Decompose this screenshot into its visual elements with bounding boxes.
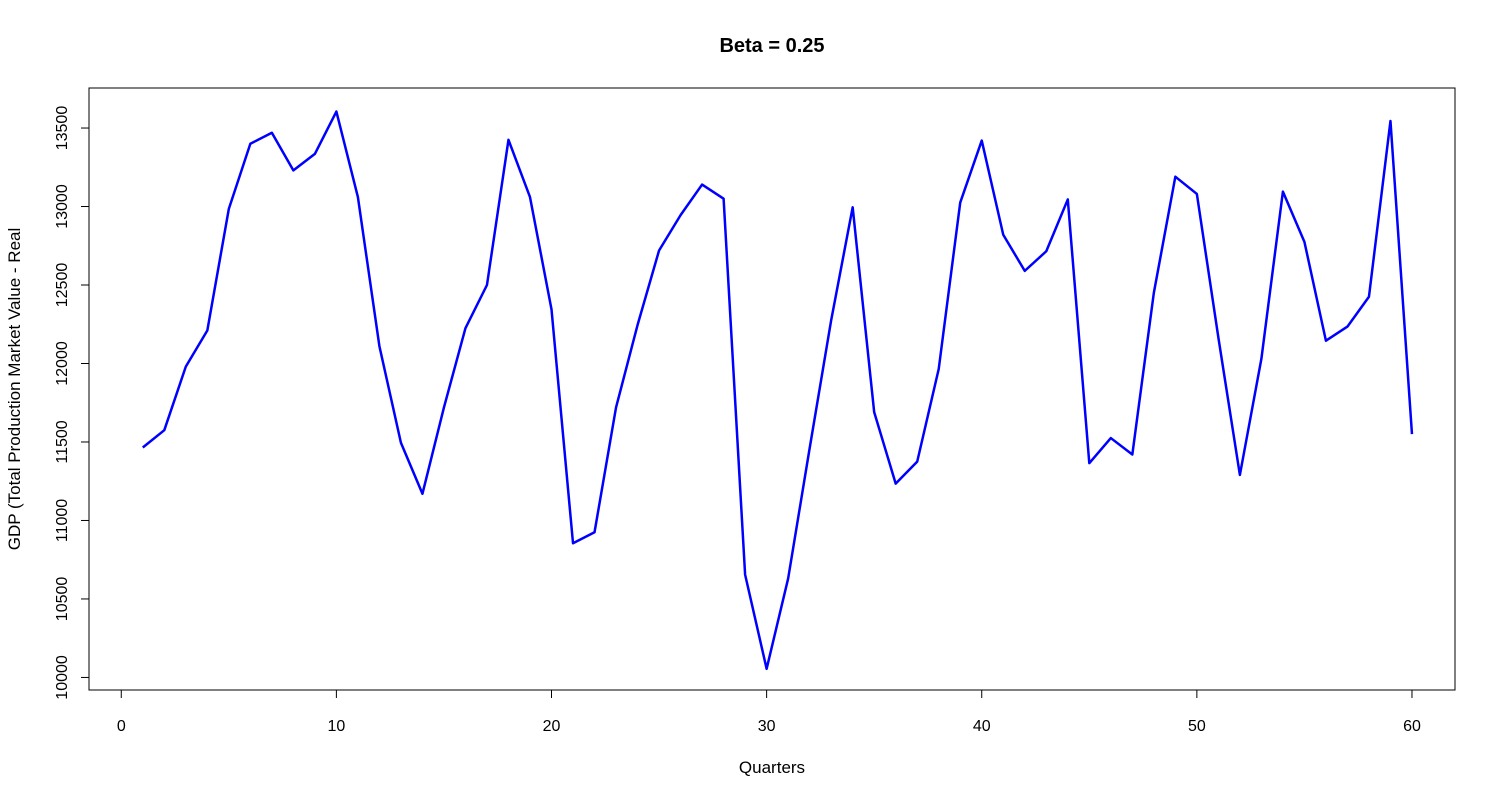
plot-frame	[88, 87, 1456, 691]
x-tick-label: 60	[1403, 718, 1421, 735]
series-line	[141, 110, 1414, 671]
x-axis-label: Quarters	[739, 758, 805, 777]
y-tick-label: 12000	[54, 341, 71, 386]
x-tick-label: 10	[327, 718, 345, 735]
x-axis: 0 10 20 30 40 50 60	[117, 689, 1421, 735]
y-tick-label: 13500	[54, 106, 71, 151]
y-tick-label: 11500	[54, 420, 71, 463]
series-layer	[141, 110, 1414, 671]
x-tick-label: 40	[973, 718, 991, 735]
x-tick-label: 50	[1188, 718, 1206, 735]
y-axis-label: GDP (Total Production Market Value - Rea…	[5, 228, 24, 551]
y-tick-label: 13000	[54, 184, 71, 229]
x-tick-label: 20	[543, 718, 561, 735]
y-tick-label: 11000	[54, 499, 71, 542]
y-tick-label: 10500	[54, 577, 71, 622]
x-tick-label: 0	[117, 718, 126, 735]
x-tick-label: 30	[758, 718, 776, 735]
y-axis: 10000 10500 11000 11500 12000 12500 13000 13500	[54, 106, 90, 700]
chart-title: Beta = 0.25	[719, 35, 824, 57]
y-tick-label: 12500	[54, 263, 71, 308]
y-tick-label: 10000	[54, 655, 71, 700]
